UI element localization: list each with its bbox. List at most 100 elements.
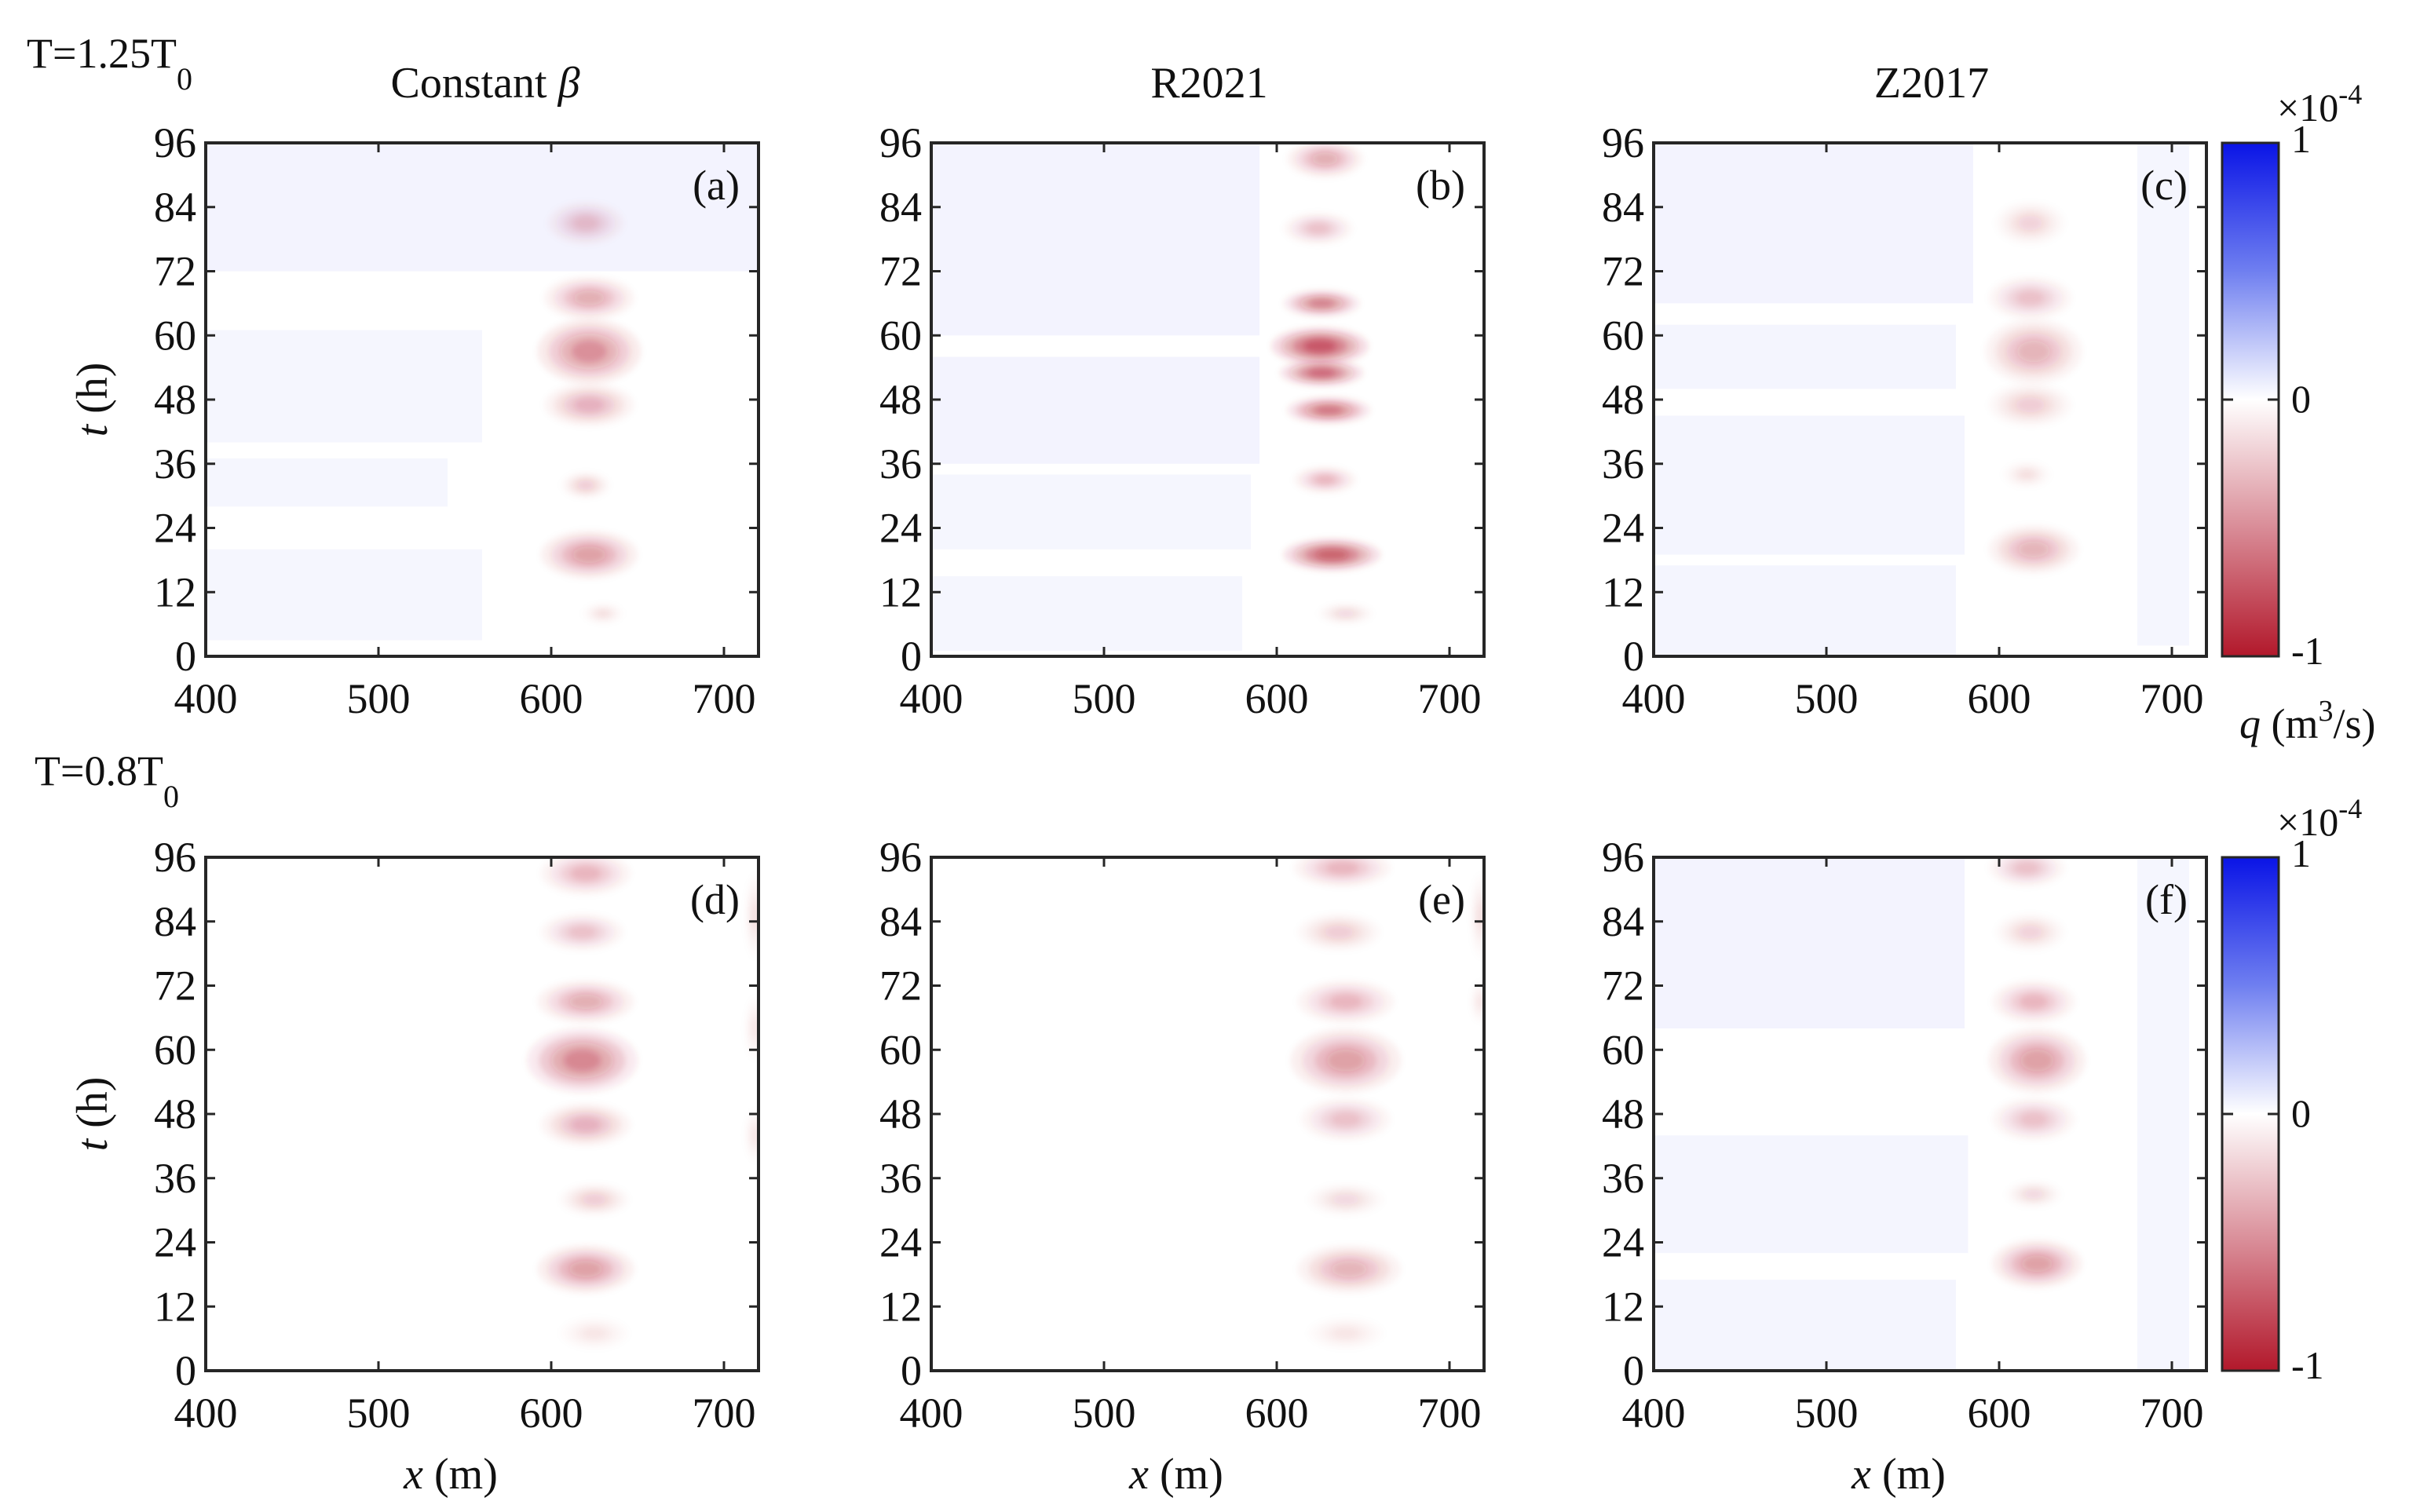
y-tick-label: 12 <box>154 568 196 615</box>
heatmap-blob <box>1287 396 1370 424</box>
y-tick-label: 36 <box>1602 1155 1644 1202</box>
panel-background <box>206 143 759 656</box>
heatmap-contour <box>751 1126 759 1145</box>
colorbar-scale-base: ×10 <box>2277 86 2338 130</box>
heatmap-contour <box>563 1049 601 1072</box>
panel-f: 400 500 600 700 0 12 24 36 48 60 72 84 96 (f) x (m) <box>1602 834 2208 1499</box>
x-tick-label: 500 <box>1795 1390 1859 1437</box>
colorbar-tick-label: 1 <box>2291 831 2311 875</box>
panel-background <box>1654 143 2206 656</box>
y-tick-label: 60 <box>1602 312 1644 359</box>
heatmap-blob <box>1271 327 1369 365</box>
x-axis-label-var: x <box>1128 1450 1149 1499</box>
heatmap-band <box>931 356 1259 464</box>
y-axis-label-var: t <box>68 423 117 436</box>
column-title-1-symbol: β <box>557 59 580 108</box>
heatmap-contour <box>751 1017 759 1039</box>
x-tick-label: 500 <box>1073 1390 1136 1437</box>
heatmap-contour <box>2021 1255 2053 1273</box>
heatmap-contour <box>1312 152 1339 166</box>
heatmap-contour <box>2018 541 2049 558</box>
heatmap-blob <box>1280 359 1363 386</box>
heatmap-contour <box>570 866 601 881</box>
heatmap-contour <box>1336 609 1355 618</box>
heatmap-field <box>931 143 1380 652</box>
heatmap-contour <box>2016 397 2045 413</box>
y-tick-label: 12 <box>879 568 922 615</box>
y-tick-label: 96 <box>154 119 196 166</box>
heatmap-contour <box>2018 215 2042 231</box>
x-tick-label: 600 <box>1968 675 2031 722</box>
heatmap-contour <box>1306 223 1330 234</box>
heatmap-contour <box>571 340 607 363</box>
y-tick-label: 96 <box>879 119 922 166</box>
heatmap-contour <box>596 609 610 618</box>
y-tick-label: 36 <box>154 440 196 488</box>
heatmap-band <box>206 549 482 641</box>
x-tick-label: 600 <box>1968 1390 2031 1437</box>
x-tick-label: 500 <box>347 675 411 722</box>
x-tick-label: 400 <box>174 1390 238 1437</box>
heatmap-field <box>1290 857 1484 1339</box>
heatmap-contour <box>570 1117 601 1132</box>
y-tick-label: 72 <box>879 962 922 1010</box>
heatmap-band <box>1654 415 1965 555</box>
heatmap-blob <box>1307 917 1372 947</box>
x-tick-label: 500 <box>1073 675 1136 722</box>
colorbar-scale-base: ×10 <box>2277 800 2338 844</box>
heatmap-blob <box>540 1103 631 1146</box>
y-tick-label: 24 <box>879 1219 922 1266</box>
y-tick-label: 0 <box>901 633 922 680</box>
heatmap-blob <box>1283 290 1360 317</box>
heatmap-band <box>931 474 1251 550</box>
heatmap-contour <box>2018 469 2035 480</box>
colorbar-tick-label: -1 <box>2291 1343 2324 1387</box>
heatmap-blob <box>1992 1240 2082 1288</box>
heatmap-band <box>1654 565 1956 656</box>
heatmap-blob <box>1997 857 2056 883</box>
x-axis-label-var: x <box>1851 1450 1871 1499</box>
heatmap-contour <box>1331 1261 1367 1277</box>
heatmap-blob <box>1283 539 1380 571</box>
x-tick-label: 700 <box>2140 675 2204 722</box>
y-tick-label: 24 <box>879 505 922 552</box>
heatmap-contour <box>572 546 606 563</box>
y-tick-label: 48 <box>1602 1090 1644 1138</box>
colorbar-tick-label: 0 <box>2291 377 2311 421</box>
colorbar-label: q (m3/s) <box>2239 695 2376 747</box>
heatmap-blob <box>751 1126 759 1145</box>
heatmap-field <box>527 857 759 1339</box>
heatmap-contour <box>1303 339 1336 352</box>
heatmap-contour <box>1307 368 1336 378</box>
colorbar-2: 1 0 -1 ×10-4 <box>2221 793 2362 1387</box>
y-tick-label: 48 <box>154 376 196 423</box>
heatmap-blob <box>537 980 634 1024</box>
y-tick-label: 72 <box>1602 962 1644 1010</box>
heatmap-contour <box>1314 475 1336 484</box>
heatmap-blob <box>2003 206 2057 240</box>
heatmap-contour <box>1325 926 1354 939</box>
heatmap-contour <box>2016 290 2045 305</box>
heatmap-band <box>1654 143 1973 304</box>
y-axis-label: t (h) <box>68 1077 117 1152</box>
y-tick-label: 84 <box>154 184 196 231</box>
heatmap-band <box>1654 1135 1969 1254</box>
y-tick-label: 48 <box>1602 376 1644 423</box>
heatmap-blob <box>1294 857 1391 887</box>
x-tick-label: 700 <box>1418 1390 1482 1437</box>
x-axis-label-unit: (m) <box>1871 1450 1946 1499</box>
heatmap-contour <box>583 1194 606 1205</box>
y-tick-label: 84 <box>154 898 196 945</box>
heatmap-blob <box>544 276 634 320</box>
heatmap-contour <box>573 290 605 305</box>
x-tick-label: 500 <box>1795 675 1859 722</box>
y-tick-label: 72 <box>879 248 922 295</box>
x-tick-label: 600 <box>520 1390 583 1437</box>
heatmap-blob <box>1311 1102 1381 1137</box>
y-tick-label: 12 <box>879 1283 922 1330</box>
row-label-bottom: T=0.8T0 <box>35 747 179 814</box>
heatmap-contour <box>751 901 759 931</box>
y-axis-label: t (h) <box>68 363 117 437</box>
